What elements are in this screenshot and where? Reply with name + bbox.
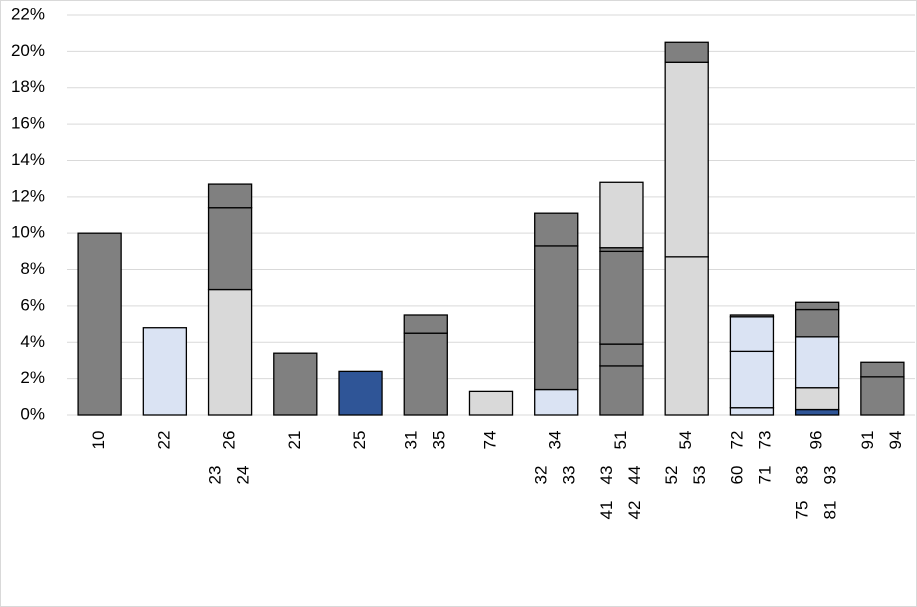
bar-segment (273, 352, 318, 416)
x-tick-label: 60 (727, 466, 746, 485)
bar-segment (860, 361, 905, 378)
x-tick-label: 54 (676, 431, 695, 450)
x-tick-label: 44 (625, 466, 644, 485)
bar-segment (729, 314, 775, 318)
x-tick-label: 22 (154, 431, 173, 450)
bar-segment (794, 336, 840, 389)
y-tick-label: 16% (11, 114, 45, 133)
bar-segment (534, 388, 579, 416)
y-tick-label: 14% (11, 150, 45, 169)
x-tick-label: 96 (807, 431, 826, 450)
y-tick-label: 2% (20, 368, 45, 387)
x-tick-label: 51 (611, 431, 630, 450)
y-tick-label: 6% (20, 295, 45, 314)
bar-segment (664, 61, 709, 258)
bar-segment (403, 332, 448, 416)
x-tick-label: 42 (625, 501, 644, 520)
x-tick-label: 52 (662, 466, 681, 485)
bar-segment (599, 181, 644, 249)
bar-segment (468, 390, 514, 416)
bar-segment (403, 314, 448, 334)
x-tick-label: 41 (597, 501, 616, 520)
x-tick-label: 33 (560, 466, 579, 485)
x-tick-label: 10 (89, 431, 108, 450)
bar-segment (794, 308, 840, 338)
x-tick-label: 31 (401, 431, 420, 450)
y-tick-label: 22% (11, 4, 45, 23)
x-tick-label: 21 (285, 431, 304, 450)
bar-segment (794, 301, 840, 311)
bar-segment (729, 407, 775, 416)
bar-segment (534, 245, 579, 391)
y-tick-label: 18% (11, 77, 45, 96)
bar-segment (534, 212, 579, 247)
bar-segment (207, 288, 253, 416)
bar-segment (729, 316, 775, 353)
x-tick-label: 83 (793, 466, 812, 485)
bar-segment (664, 41, 709, 63)
bar-segment (142, 327, 188, 416)
x-tick-label: 74 (480, 431, 499, 450)
x-tick-label: 53 (690, 466, 709, 485)
bar-segment (794, 387, 840, 411)
x-tick-label: 81 (821, 501, 840, 520)
x-tick-label: 43 (597, 466, 616, 485)
bar-segment (207, 207, 253, 291)
bar-segment (860, 376, 905, 416)
x-tick-label: 35 (429, 431, 448, 450)
bar-segment (207, 183, 253, 209)
x-tick-label: 73 (755, 431, 774, 450)
x-tick-label: 71 (755, 466, 774, 485)
bar-segment (794, 408, 840, 416)
bar-segment (729, 350, 775, 409)
x-tick-label: 34 (546, 431, 565, 450)
bar-segment (599, 365, 644, 416)
y-tick-label: 4% (20, 332, 45, 351)
x-tick-label: 26 (220, 431, 239, 450)
bar-segment (664, 256, 709, 416)
x-tick-label: 91 (858, 431, 877, 450)
x-tick-label: 24 (234, 466, 253, 485)
x-tick-label: 25 (350, 431, 369, 450)
bar-segment (599, 250, 644, 345)
bar-segment (77, 232, 122, 416)
x-tick-label: 93 (821, 466, 840, 485)
y-tick-label: 8% (20, 259, 45, 278)
y-tick-label: 12% (11, 186, 45, 205)
x-tick-label: 72 (727, 431, 746, 450)
bar-segment (338, 370, 383, 416)
x-tick-label: 32 (532, 466, 551, 485)
y-tick-label: 0% (20, 404, 45, 423)
x-tick-label: 94 (886, 431, 905, 450)
y-tick-label: 20% (11, 41, 45, 60)
y-tick-label: 10% (11, 223, 45, 242)
x-tick-label: 75 (793, 501, 812, 520)
bar-segment (599, 343, 644, 367)
x-tick-label: 23 (206, 466, 225, 485)
